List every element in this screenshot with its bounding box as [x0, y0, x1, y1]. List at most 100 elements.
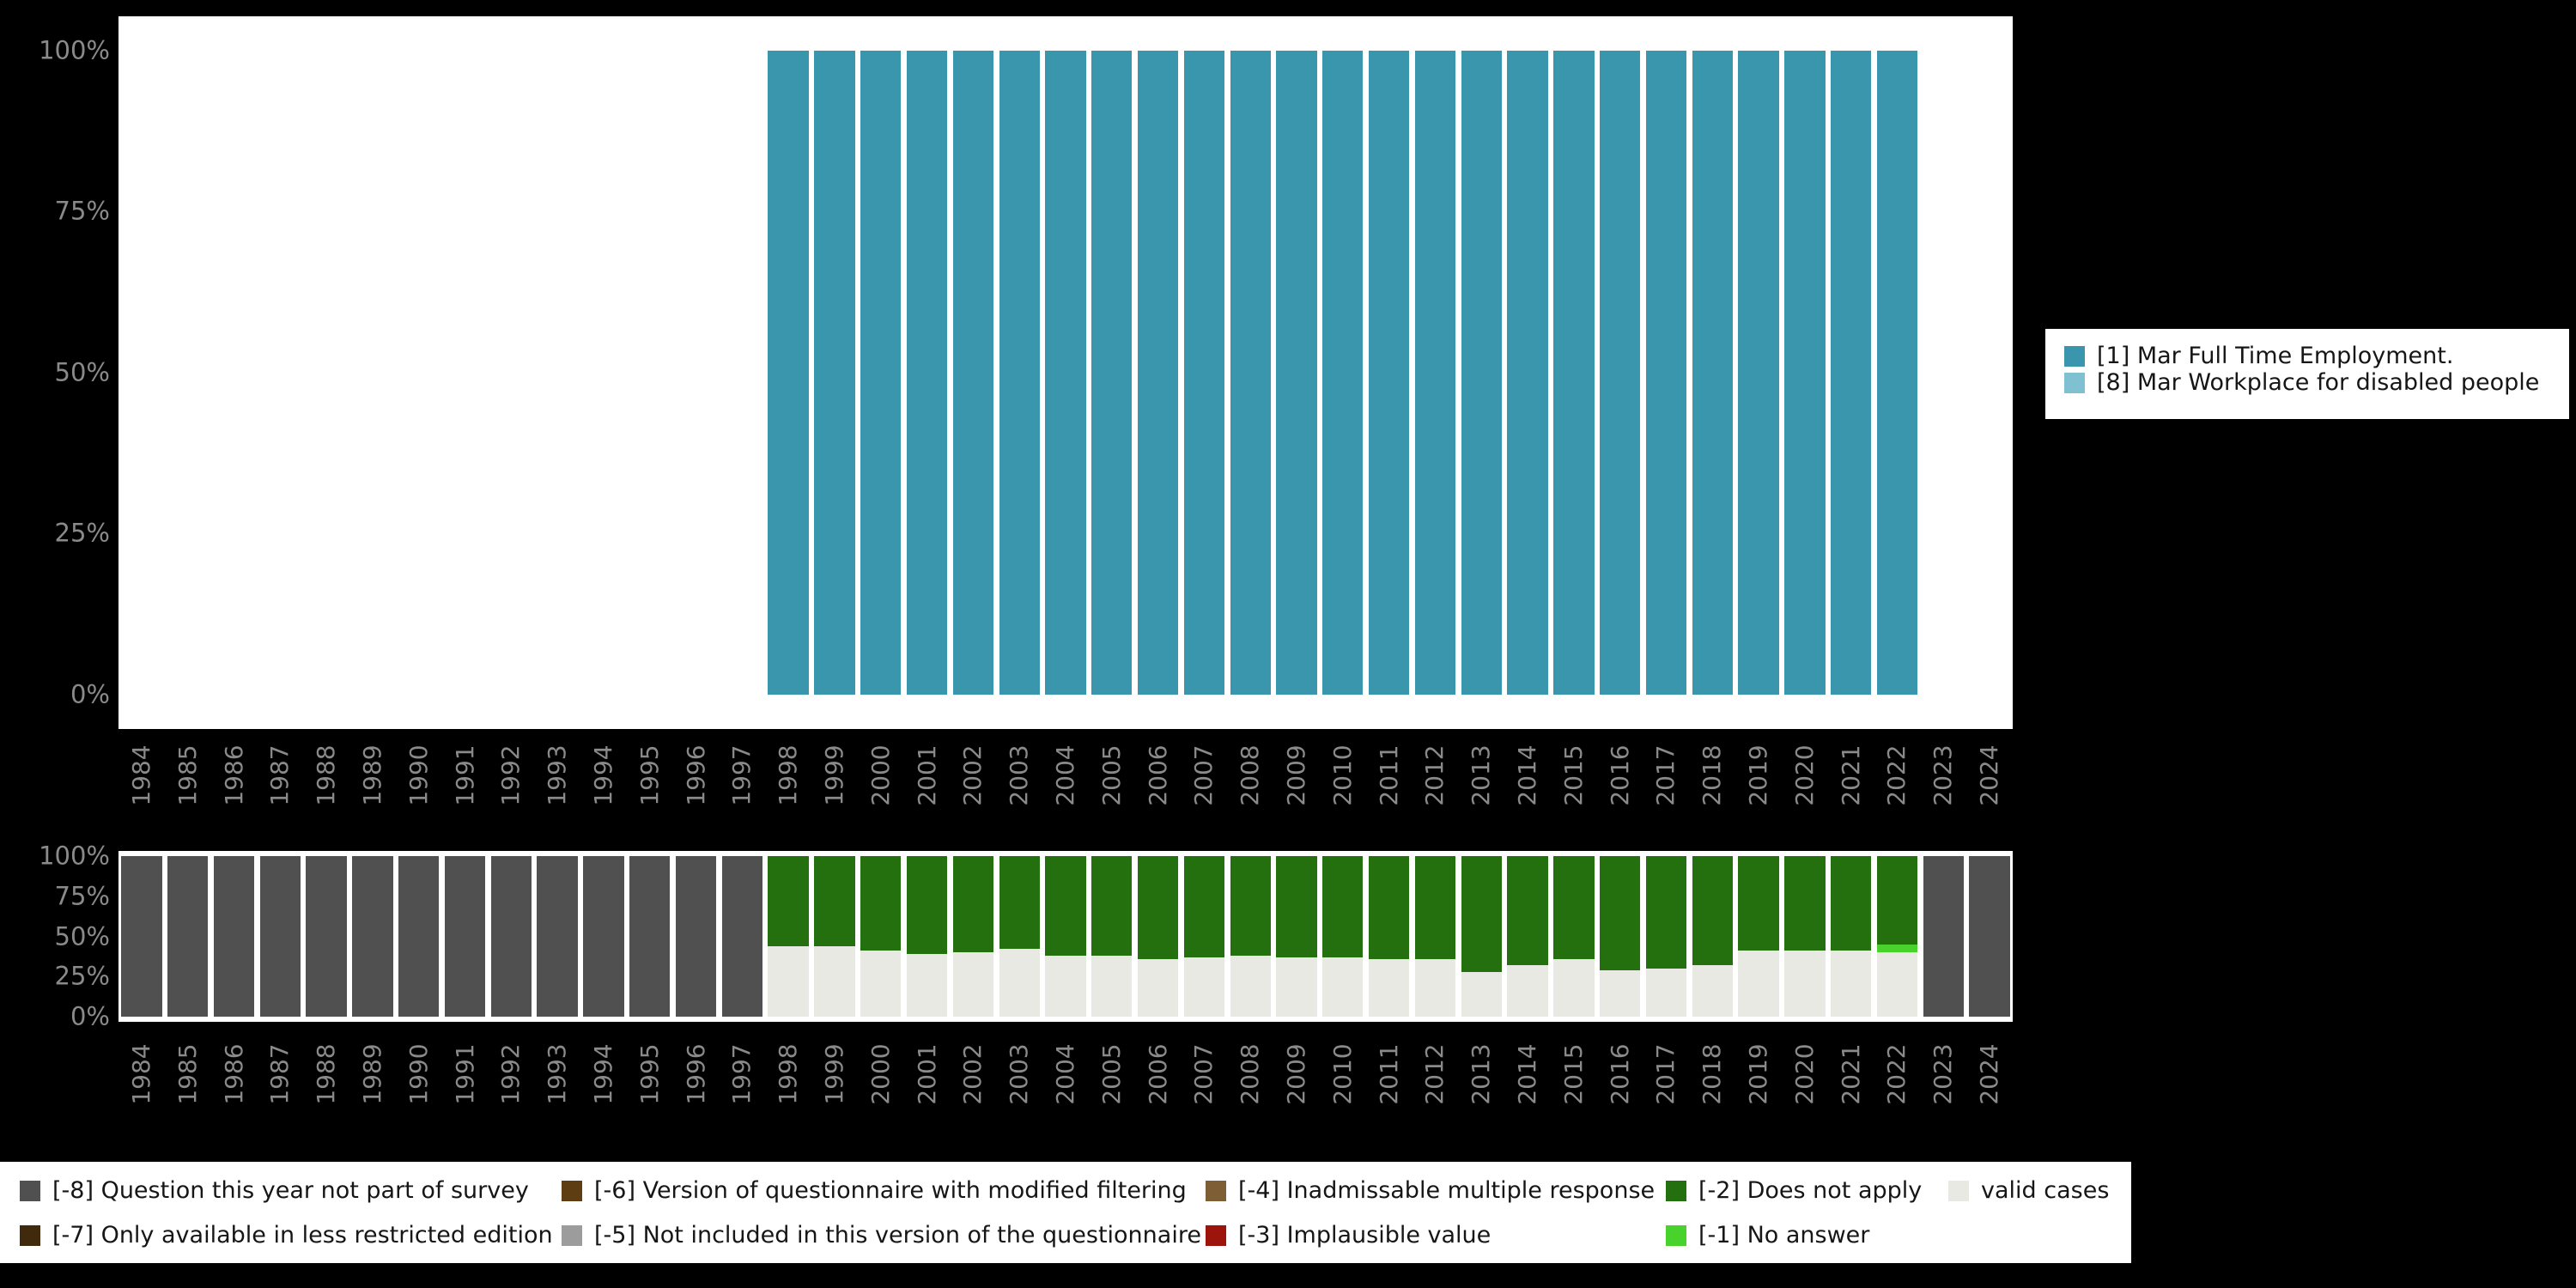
- bar-segment: [1831, 856, 1872, 951]
- bar-segment: [537, 856, 578, 1017]
- bar-segment: [768, 51, 809, 695]
- bar-segment: [1692, 965, 1733, 1017]
- bar-segment: [444, 856, 486, 1017]
- bar-segment: [1276, 856, 1317, 957]
- legend-swatch: [1948, 1181, 1969, 1201]
- y-tick-label: 50%: [54, 357, 110, 387]
- availability-chart-x-axis: 1984 1985 1986 1987 1988 1989 1990 1991 1992 1993…: [118, 734, 2013, 817]
- y-tick-label: 25%: [54, 518, 110, 548]
- availability-chart-plot: [118, 51, 2013, 695]
- missing-codes-legend: [-8] Question this year not part of surv…: [0, 1162, 2131, 1263]
- bar-segment: [398, 856, 440, 1017]
- x-tick-label: 2020: [1789, 1043, 1819, 1105]
- x-tick-label: 1984: [126, 1043, 155, 1105]
- x-tick-label: 1994: [588, 1043, 617, 1105]
- x-tick-label: 2001: [912, 1043, 941, 1105]
- x-tick-label: 2023: [1929, 744, 1958, 806]
- x-tick-label: 1996: [681, 1043, 710, 1105]
- bar-segment: [1553, 958, 1595, 1017]
- bar-segment: [1183, 957, 1225, 1017]
- bar-segment: [1599, 856, 1641, 970]
- x-tick-label: 2002: [958, 1043, 987, 1105]
- legend-item: valid cases: [1948, 1178, 2109, 1204]
- bar-segment: [1784, 856, 1826, 951]
- x-tick-label: 1989: [357, 1043, 386, 1105]
- bar-segment: [1045, 955, 1086, 1017]
- bar-segment: [1784, 51, 1826, 695]
- bar-segment: [768, 945, 809, 1017]
- legend-item-label: valid cases: [1981, 1177, 2110, 1204]
- bar-segment: [259, 856, 301, 1017]
- legend-swatch: [1666, 1181, 1686, 1201]
- x-tick-label: 2012: [1420, 744, 1449, 806]
- bar-segment: [1461, 856, 1502, 972]
- x-tick-label: 2019: [1744, 1043, 1773, 1105]
- legend-swatch: [2064, 373, 2085, 393]
- x-tick-label: 2024: [1975, 744, 2004, 806]
- y-tick-label: 0%: [70, 1001, 110, 1031]
- x-tick-label: 2009: [1282, 1043, 1311, 1105]
- y-tick-label: 75%: [54, 881, 110, 911]
- x-tick-label: 2004: [1051, 744, 1079, 806]
- bar-segment: [1183, 856, 1225, 957]
- x-tick-label: 1986: [219, 1043, 248, 1105]
- bar-segment: [1137, 51, 1179, 695]
- bar-segment: [1645, 968, 1687, 1017]
- bar-segment: [1507, 965, 1548, 1017]
- x-tick-label: 2003: [1005, 1043, 1034, 1105]
- legend-item: [1] Mar Full Time Employment.: [2064, 343, 2453, 369]
- bar-segment: [860, 51, 902, 695]
- y-tick-label: 75%: [54, 196, 110, 226]
- bar-segment: [1784, 951, 1826, 1017]
- x-tick-label: 2022: [1882, 1043, 1911, 1105]
- bar-segment: [121, 856, 162, 1017]
- bar-segment: [1091, 856, 1133, 956]
- bar-segment: [675, 856, 717, 1017]
- x-tick-label: 2017: [1651, 744, 1680, 806]
- legend-item: [-6] Version of questionnaire with modif…: [562, 1178, 1187, 1204]
- bar-segment: [1045, 856, 1086, 956]
- legend-item-label: [-1] No answer: [1698, 1222, 1870, 1249]
- bar-segment: [1507, 51, 1548, 695]
- x-tick-label: 1990: [404, 744, 433, 806]
- x-tick-label: 1993: [543, 744, 572, 806]
- bar-segment: [1461, 971, 1502, 1017]
- x-tick-label: 2009: [1282, 744, 1311, 806]
- bar-segment: [1276, 51, 1317, 695]
- bar-segment: [1738, 951, 1779, 1017]
- x-tick-label: 2020: [1789, 744, 1819, 806]
- bar-segment: [1738, 51, 1779, 695]
- variable-legend: [1] Mar Full Time Employment. [8] Mar Wor…: [2045, 329, 2569, 419]
- bar-segment: [1091, 51, 1133, 695]
- bar-segment: [721, 856, 763, 1017]
- x-tick-label: 1999: [819, 1043, 848, 1105]
- legend-item-label: [-5] Not included in this version of the…: [594, 1222, 1201, 1249]
- legend-item-label: [1] Mar Full Time Employment.: [2097, 343, 2454, 369]
- x-tick-label: 2011: [1374, 744, 1403, 806]
- bar-segment: [1230, 955, 1271, 1017]
- x-tick-label: 2000: [866, 744, 895, 806]
- x-tick-label: 2013: [1467, 744, 1496, 806]
- bar-segment: [1368, 51, 1410, 695]
- x-tick-label: 2023: [1929, 1043, 1958, 1105]
- x-tick-label: 1987: [265, 1043, 295, 1105]
- x-tick-label: 2005: [1097, 1043, 1126, 1105]
- bar-segment: [1876, 856, 1918, 945]
- bar-segment: [1645, 51, 1687, 695]
- bar-segment: [860, 951, 902, 1017]
- bar-segment: [1969, 856, 2010, 1017]
- x-tick-label: 2002: [958, 744, 987, 806]
- y-tick-label: 100%: [39, 35, 110, 65]
- x-tick-label: 2008: [1236, 744, 1265, 806]
- bar-segment: [1276, 957, 1317, 1017]
- x-tick-label: 2014: [1513, 744, 1542, 806]
- legend-item: [-3] Implausible value: [1206, 1223, 1491, 1249]
- bar-segment: [1507, 856, 1548, 966]
- bar-segment: [1183, 51, 1225, 695]
- x-tick-label: 1984: [126, 744, 155, 806]
- y-tick-label: 25%: [54, 961, 110, 991]
- x-tick-label: 2018: [1698, 744, 1727, 806]
- bar-segment: [1091, 955, 1133, 1017]
- x-tick-label: 2000: [866, 1043, 895, 1105]
- x-tick-label: 1994: [588, 744, 617, 806]
